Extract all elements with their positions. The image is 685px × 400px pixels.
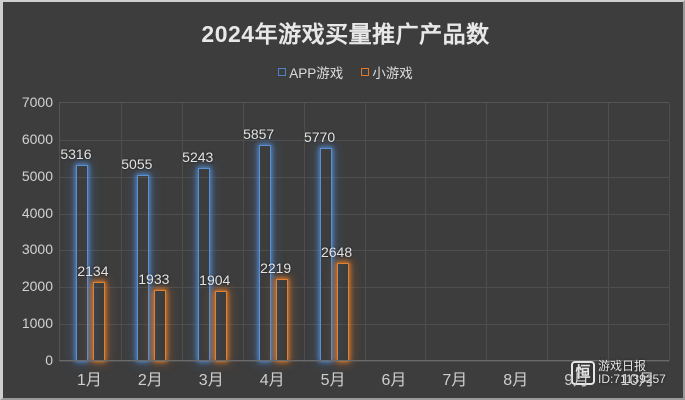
bar-app[interactable] bbox=[197, 167, 210, 361]
bar-mini[interactable] bbox=[336, 263, 349, 361]
gridline-vertical bbox=[364, 103, 366, 361]
x-axis-tick-label: 5月 bbox=[320, 372, 346, 389]
bar-mini[interactable] bbox=[214, 290, 227, 361]
bar-value-label: 5857 bbox=[243, 126, 275, 143]
watermark-name: 游戏日报 bbox=[598, 359, 647, 373]
gridline-vertical bbox=[547, 103, 549, 361]
bar-mini[interactable] bbox=[275, 279, 288, 361]
legend-label-mini: 小游戏 bbox=[372, 66, 413, 81]
legend-swatch-icon bbox=[361, 68, 370, 76]
plot-area: 5316 5055 5243 5857 5770 2134 1933 1904 2219 2648 bbox=[59, 102, 670, 362]
gridline-vertical bbox=[608, 103, 610, 361]
bar-mini[interactable] bbox=[92, 282, 105, 361]
gridline-horizontal bbox=[60, 361, 669, 362]
watermark-text: 游戏日报 ID:71139257 bbox=[598, 360, 666, 385]
bar-value-label: 5055 bbox=[121, 155, 153, 172]
legend-label-app: APP游戏 bbox=[289, 66, 344, 81]
bar-mini[interactable] bbox=[153, 289, 166, 361]
watermark: 恒 游戏日报 ID:71139257 bbox=[571, 360, 666, 385]
x-axis-tick-label: 9月 bbox=[564, 372, 590, 389]
y-axis-tick-label: 4000 bbox=[21, 204, 53, 221]
bar-value-label: 5770 bbox=[303, 129, 336, 146]
gridline-vertical bbox=[242, 103, 244, 361]
bar-value-label: 5243 bbox=[182, 148, 214, 165]
bar-value-label: 5316 bbox=[60, 146, 92, 163]
chart-legend: APP游戏 小游戏 bbox=[3, 62, 683, 82]
y-axis-tick-label: 0 bbox=[45, 352, 53, 368]
y-axis-tick-label: 3000 bbox=[21, 241, 53, 258]
gridline-vertical bbox=[303, 103, 305, 361]
gridline-vertical bbox=[486, 103, 488, 361]
watermark-logo-icon: 恒 bbox=[571, 360, 595, 385]
legend-entry-app[interactable]: APP游戏 bbox=[278, 62, 343, 82]
bar-app[interactable] bbox=[258, 145, 271, 361]
watermark-id: ID:71139257 bbox=[598, 371, 666, 386]
legend-swatch-icon bbox=[278, 68, 287, 76]
y-axis-tick-label: 7000 bbox=[21, 94, 53, 110]
gridline-vertical bbox=[669, 103, 670, 361]
y-axis: 0 1000 2000 3000 4000 5000 6000 7000 bbox=[3, 2, 53, 398]
legend-entry-mini[interactable]: 小游戏 bbox=[361, 62, 413, 82]
x-axis-tick-label: 2月 bbox=[137, 372, 163, 389]
x-axis-line bbox=[59, 360, 669, 361]
y-axis-tick-label: 6000 bbox=[21, 130, 53, 147]
x-axis-tick-label: 8月 bbox=[503, 372, 529, 389]
x-axis-tick-label: 7月 bbox=[442, 372, 468, 389]
bar-value-label: 2219 bbox=[260, 260, 292, 277]
x-axis-tick-label: 6月 bbox=[381, 372, 407, 389]
bar-value-label: 2134 bbox=[77, 263, 109, 280]
x-axis-tick-label: 10月 bbox=[620, 372, 655, 389]
x-axis-tick-label: 1月 bbox=[76, 372, 102, 389]
y-axis-tick-label: 5000 bbox=[21, 167, 53, 184]
bar-app[interactable] bbox=[136, 174, 149, 361]
x-axis-tick-label: 4月 bbox=[259, 372, 285, 389]
y-axis-tick-label: 1000 bbox=[21, 315, 53, 332]
y-axis-tick-label: 2000 bbox=[21, 278, 53, 295]
gridline-vertical bbox=[120, 103, 122, 361]
bar-value-label: 1904 bbox=[199, 271, 231, 288]
bar-value-label: 1933 bbox=[138, 270, 170, 287]
bar-value-label: 2648 bbox=[320, 244, 353, 261]
gridline-vertical bbox=[181, 103, 183, 361]
chart-title: 2024年游戏买量推广产品数 bbox=[201, 21, 490, 47]
x-axis-tick-label: 3月 bbox=[198, 372, 224, 389]
gridline-vertical bbox=[425, 103, 427, 361]
